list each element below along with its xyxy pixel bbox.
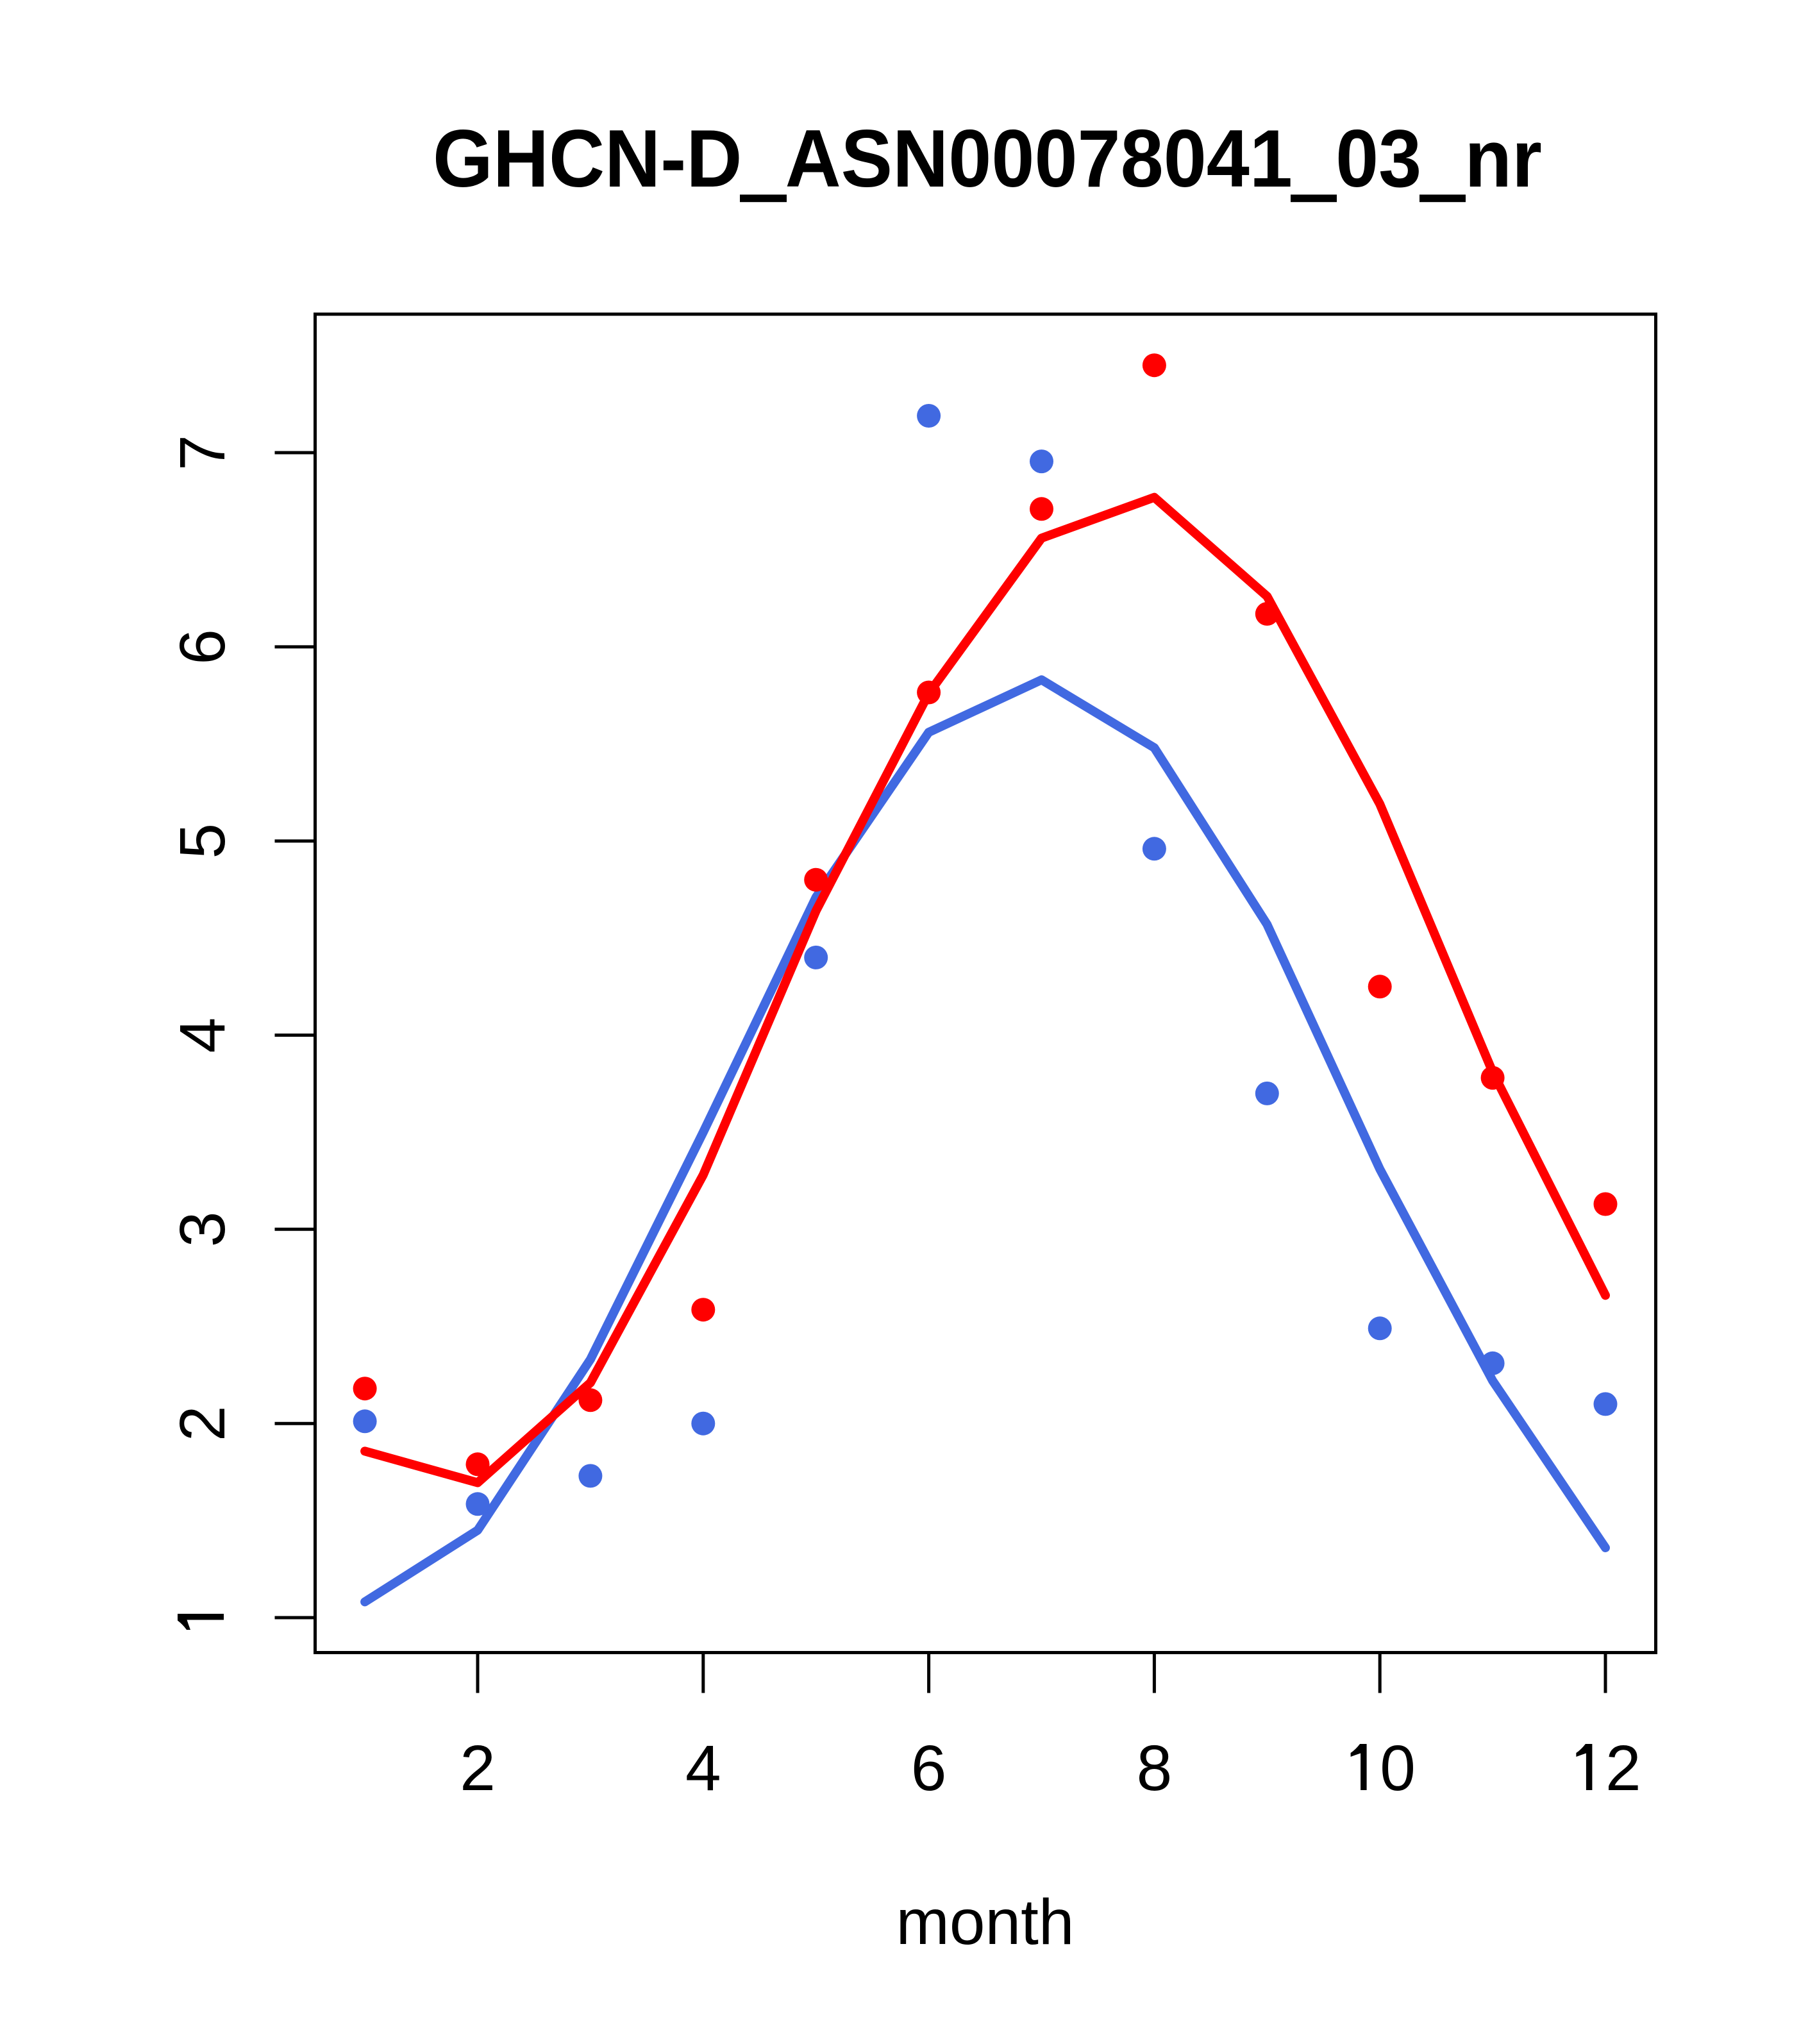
svg-text:2: 2 xyxy=(1605,1732,1641,1804)
svg-text:7: 7 xyxy=(167,435,239,471)
svg-text:2: 2 xyxy=(167,1405,239,1441)
svg-text:0: 0 xyxy=(1380,1732,1416,1804)
svg-text:4: 4 xyxy=(685,1732,721,1804)
svg-text:8: 8 xyxy=(1137,1732,1173,1804)
svg-text:2: 2 xyxy=(460,1732,496,1804)
svg-text:GHCN-D_ASN00078041_03_nr: GHCN-D_ASN00078041_03_nr xyxy=(433,113,1542,204)
svg-text:5: 5 xyxy=(167,823,239,859)
svg-text:4: 4 xyxy=(167,1018,239,1053)
svg-text:month: month xyxy=(896,1886,1075,1958)
svg-text:6: 6 xyxy=(911,1732,947,1804)
svg-text:3: 3 xyxy=(167,1211,239,1247)
svg-text:6: 6 xyxy=(167,629,239,665)
